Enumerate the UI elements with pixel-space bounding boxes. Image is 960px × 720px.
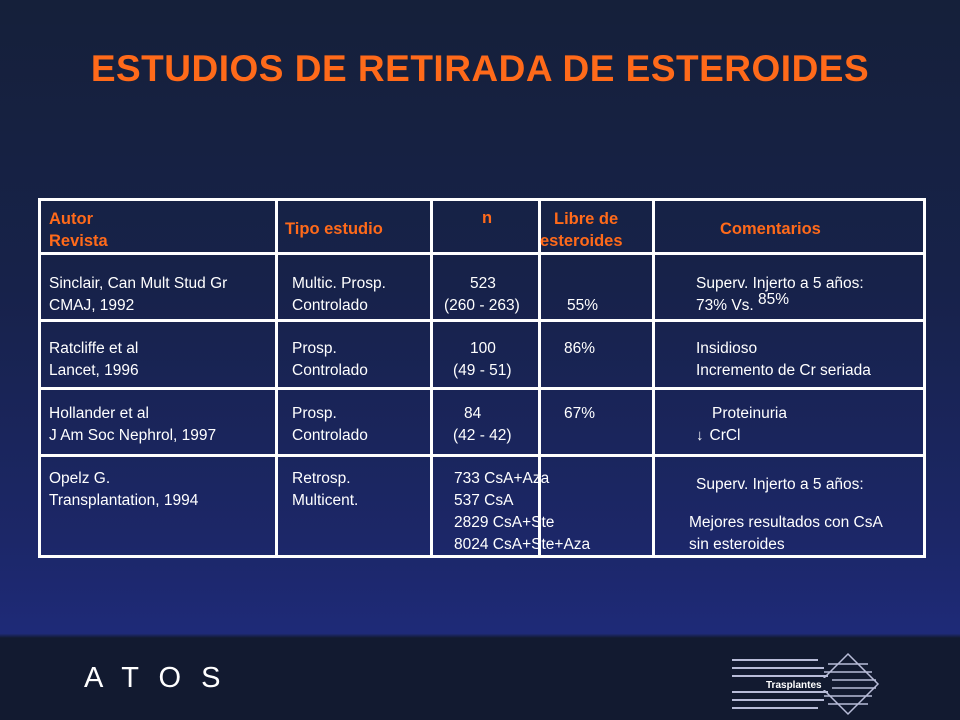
- row4-comentario-3: sin esteroides: [689, 536, 785, 553]
- row1-tipo-1: Multic. Prosp.: [292, 275, 386, 292]
- table-border-right: [923, 198, 926, 558]
- row2-tipo-1: Prosp.: [292, 340, 337, 357]
- table-divider-col1: [275, 198, 278, 558]
- row2-comentario-2: Incremento de Cr seriada: [696, 362, 871, 379]
- row4-n-3: 2829 CsA+Ste: [454, 514, 555, 531]
- row1-comentario-2: 73% Vs. 85%: [696, 291, 789, 317]
- table-divider-col2: [430, 198, 433, 558]
- row4-comentario-2: Mejores resultados con CsA: [689, 514, 883, 531]
- row3-n-1: 84: [464, 405, 482, 422]
- row1-n-2: (260 - 263): [444, 297, 520, 314]
- header-revista: Revista: [49, 232, 108, 250]
- table-row-divider: [38, 319, 926, 322]
- arrow-down-icon: ↓: [696, 427, 704, 444]
- row2-n-2: (49 - 51): [453, 362, 512, 379]
- row1-revista: CMAJ, 1992: [49, 297, 135, 314]
- row3-n-2: (42 - 42): [453, 427, 512, 444]
- row1-tipo-2: Controlado: [292, 297, 368, 314]
- header-comentarios: Comentarios: [720, 220, 821, 238]
- table-border-bottom: [38, 555, 926, 558]
- row1-autor: Sinclair, Can Mult Stud Gr: [49, 275, 228, 292]
- header-libre-de: Libre de: [554, 210, 619, 228]
- row3-tipo-2: Controlado: [292, 427, 368, 444]
- table-divider-col4: [652, 198, 655, 558]
- table-row-divider: [38, 252, 926, 255]
- header-autor: Autor: [49, 210, 93, 228]
- header-n: n: [482, 209, 493, 227]
- trasplantes-logo: Trasplantes: [732, 652, 880, 716]
- row3-libre: 67%: [564, 405, 596, 422]
- footer-brand: A T O S: [84, 662, 227, 694]
- row1-comentario-1: Superv. Injerto a 5 años:: [696, 275, 864, 292]
- row4-tipo-2: Multicent.: [292, 492, 359, 509]
- table-row-divider: [38, 454, 926, 457]
- table-divider-col3: [538, 198, 541, 558]
- studies-table: Autor Revista Tipo estudio n Libre de es…: [38, 198, 926, 558]
- row2-n-1: 100: [470, 340, 496, 357]
- row3-autor: Hollander et al: [49, 405, 149, 422]
- logo-text: Trasplantes: [766, 680, 822, 691]
- header-tipo-estudio: Tipo estudio: [285, 220, 383, 238]
- table-border-top: [38, 198, 926, 201]
- row4-n-4: 8024 CsA+Ste+Aza: [454, 536, 591, 553]
- header-esteroides: esteroides: [540, 232, 623, 250]
- row1-comentario-2a: 73% Vs.: [696, 297, 754, 314]
- row3-revista: J Am Soc Nephrol, 1997: [49, 427, 217, 444]
- slide-title: ESTUDIOS DE RETIRADA DE ESTEROIDES: [90, 48, 870, 89]
- row3-tipo-1: Prosp.: [292, 405, 337, 422]
- row1-n-1: 523: [470, 275, 496, 292]
- row1-comentario-2b: 85%: [758, 291, 790, 308]
- table-row-divider: [38, 387, 926, 390]
- row4-n-2: 537 CsA: [454, 492, 514, 509]
- row2-tipo-2: Controlado: [292, 362, 368, 379]
- row3-comentario-2-text: CrCl: [709, 427, 741, 444]
- table-border-left: [38, 198, 41, 558]
- row3-comentario-2: ↓ CrCl: [696, 425, 741, 447]
- row4-revista: Transplantation, 1994: [49, 492, 199, 509]
- row4-n-1: 733 CsA+Aza: [454, 470, 550, 487]
- row2-revista: Lancet, 1996: [49, 362, 139, 379]
- row2-autor: Ratcliffe et al: [49, 340, 139, 357]
- row2-comentario-1: Insidioso: [696, 340, 758, 357]
- row4-tipo-1: Retrosp.: [292, 470, 351, 487]
- row4-autor: Opelz G.: [49, 470, 111, 487]
- row2-libre: 86%: [564, 340, 596, 357]
- row3-comentario-1: Proteinuria: [712, 405, 787, 422]
- row4-comentario-1: Superv. Injerto a 5 años:: [696, 476, 864, 493]
- row1-libre: 55%: [567, 297, 599, 314]
